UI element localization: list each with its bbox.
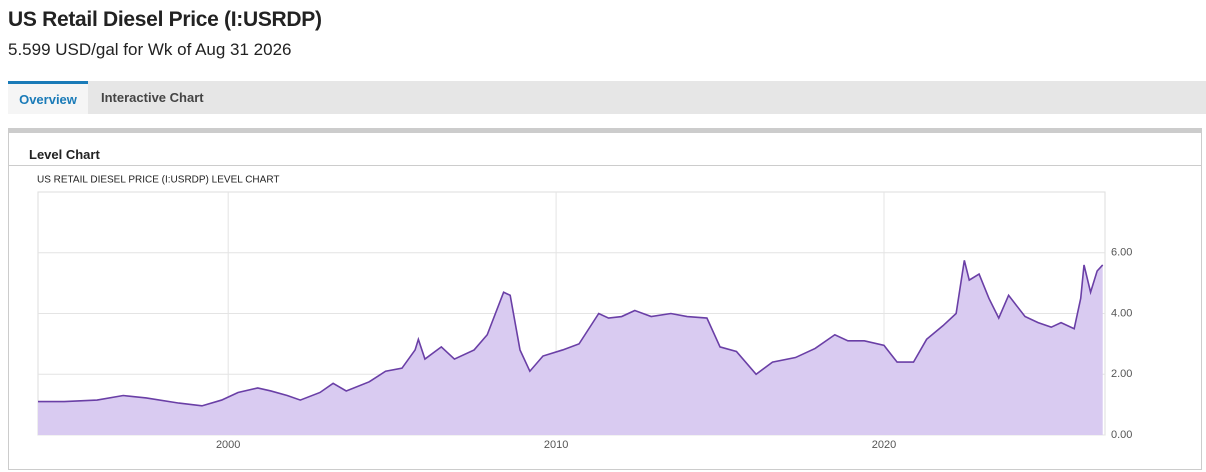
x-tick-label: 2020: [872, 439, 896, 451]
tab-bar: Overview Interactive Chart: [8, 81, 1206, 114]
page-title: US Retail Diesel Price (I:USRDP): [8, 8, 322, 31]
x-tick-label: 2010: [544, 439, 568, 451]
divider: [9, 165, 1201, 166]
chart-title: US RETAIL DIESEL PRICE (I:USRDP) LEVEL C…: [37, 175, 279, 186]
y-tick-label: 0.00: [1111, 429, 1132, 441]
y-tick-label: 4.00: [1111, 307, 1132, 319]
panel-title: Level Chart: [29, 147, 100, 162]
tab[interactable]: Overview: [8, 81, 88, 114]
subtitle: 5.599 USD/gal for Wk of Aug 31 2026: [8, 40, 292, 59]
x-tick-label: 2000: [216, 439, 240, 451]
y-tick-label: 2.00: [1111, 368, 1132, 380]
y-tick-label: 6.00: [1111, 247, 1132, 259]
tab[interactable]: Interactive Chart: [101, 90, 204, 105]
line: [38, 260, 1104, 407]
panel: Level Chart: [8, 128, 1202, 470]
